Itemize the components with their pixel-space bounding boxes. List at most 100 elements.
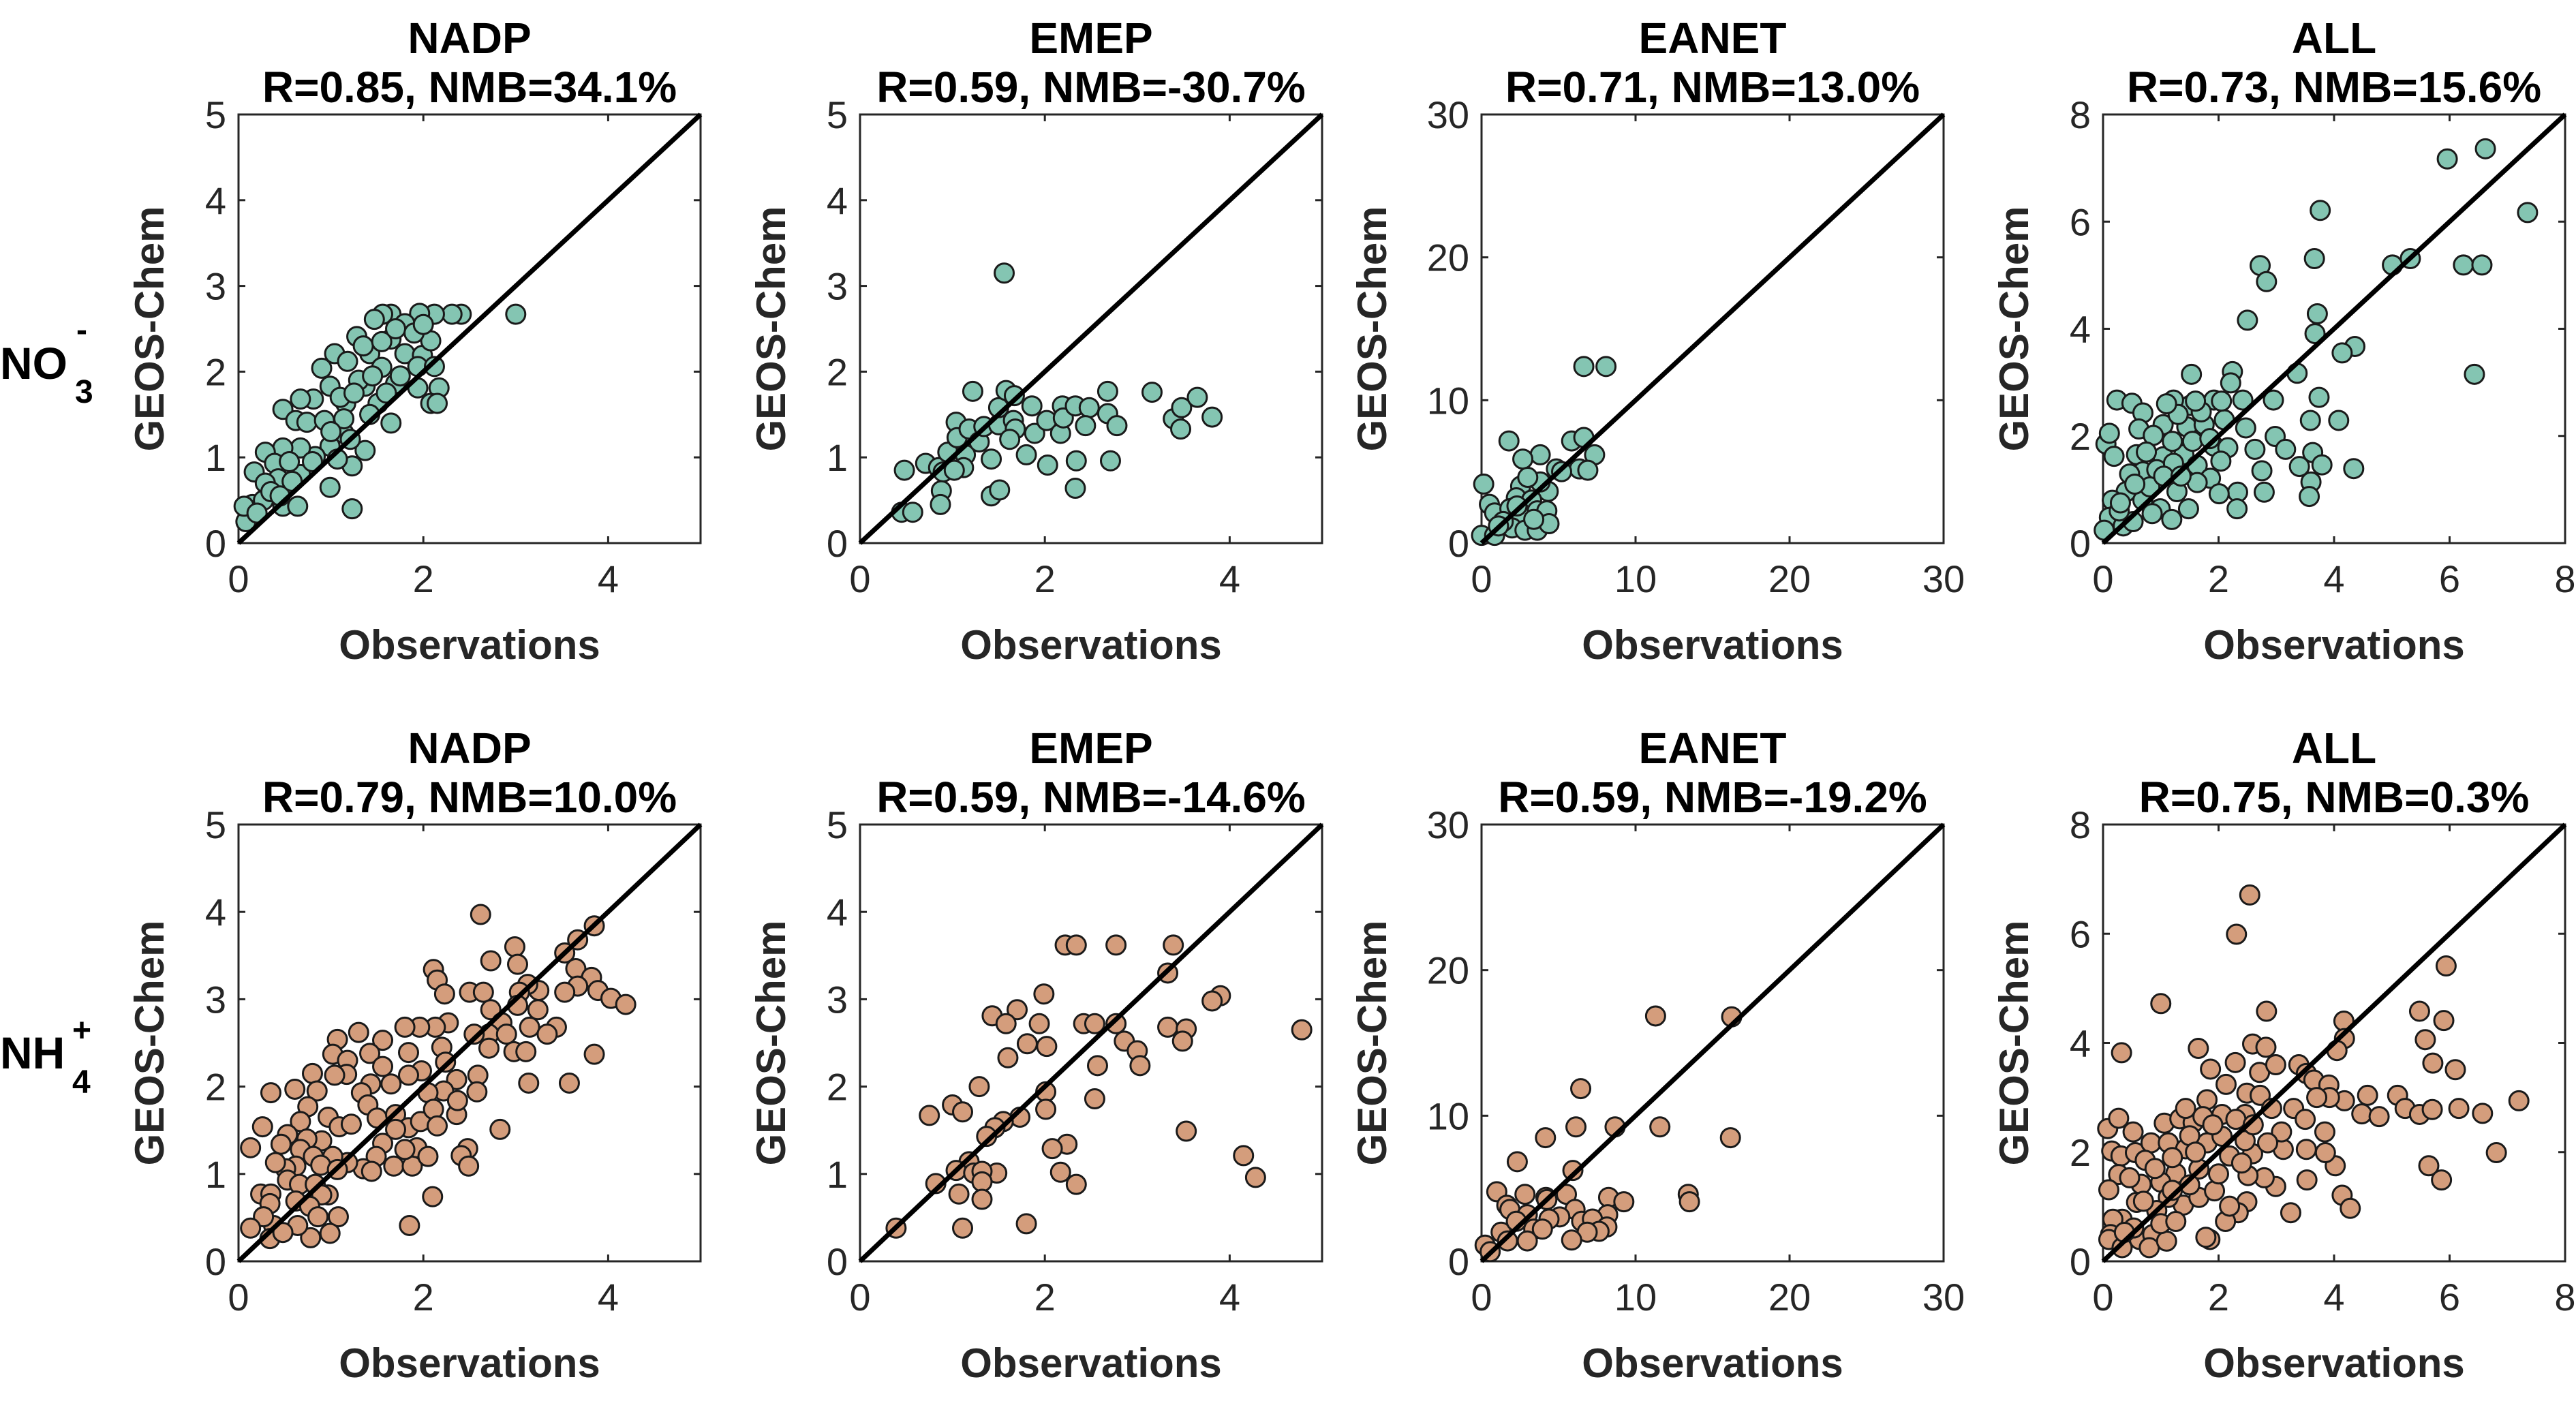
panel-stats: R=0.73, NMB=15.6%	[2127, 63, 2541, 112]
scatter-point	[2210, 450, 2232, 472]
scatter-point	[2138, 1237, 2160, 1259]
scatter-point	[1512, 448, 1534, 470]
scatter-point	[279, 450, 301, 472]
scatter-point	[246, 502, 268, 524]
scatter-point	[515, 1041, 537, 1062]
scatter-point	[902, 502, 923, 523]
x-tick-label: 8	[2554, 1276, 2575, 1319]
scatter-point	[1244, 1167, 1266, 1188]
row-label-main: NO	[0, 338, 67, 388]
scatter-point	[427, 392, 448, 414]
x-tick-label: 4	[2323, 1276, 2344, 1319]
scatter-point	[1565, 1116, 1587, 1138]
scatter-point	[1561, 1229, 1582, 1251]
scatter-point	[2256, 271, 2278, 292]
scatter-point	[1097, 380, 1118, 402]
y-tick-label: 0	[205, 522, 226, 565]
scatter-point	[2299, 486, 2320, 508]
row-label-superscript: -	[76, 312, 87, 348]
scatter-point	[2288, 456, 2310, 478]
scatter-point	[343, 382, 365, 404]
scatter-point	[2185, 390, 2207, 412]
scatter-point	[319, 476, 341, 498]
scatter-point	[1163, 934, 1184, 956]
scatter-point	[463, 1023, 485, 1045]
scatter-point	[290, 388, 311, 410]
panel-stats: R=0.59, NMB=-30.7%	[876, 63, 1306, 112]
scatter-point	[2230, 1152, 2252, 1174]
scatter-point	[615, 994, 637, 1015]
x-axis-label: Observations	[2203, 1340, 2464, 1386]
scatter-point	[2414, 1029, 2436, 1051]
scatter-point	[2200, 1058, 2222, 1080]
scatter-point	[287, 495, 309, 517]
x-axis-label: Observations	[339, 1340, 600, 1386]
scatter-point	[2431, 1169, 2453, 1191]
x-tick-label: 0	[2092, 1276, 2113, 1319]
scatter-point	[375, 382, 397, 404]
scatter-point	[2224, 1051, 2246, 1073]
y-tick-label: 3	[827, 265, 848, 308]
x-tick-label: 4	[2323, 557, 2344, 600]
scatter-point	[2444, 1059, 2466, 1081]
scatter-point	[504, 936, 525, 957]
scatter-point	[2453, 254, 2474, 276]
x-tick-label: 0	[1471, 1276, 1492, 1319]
x-tick-label: 0	[228, 1276, 249, 1319]
scatter-point	[554, 981, 576, 1003]
scatter-point	[1201, 406, 1223, 428]
scatter-point	[2188, 1038, 2209, 1060]
x-tick-label: 2	[1034, 1276, 1056, 1319]
scatter-points	[885, 934, 1313, 1239]
scatter-point	[301, 450, 323, 472]
panel-title: ALL	[2292, 14, 2376, 63]
y-tick-label: 1	[205, 1153, 226, 1196]
scatter-point	[1016, 1033, 1038, 1055]
scatter-point	[2328, 410, 2350, 431]
scatter-point	[1570, 1078, 1592, 1100]
y-tick-label: 3	[205, 978, 226, 1021]
x-tick-label: 2	[1034, 557, 1056, 600]
scatter-point	[2111, 1042, 2132, 1064]
scatter-point	[2357, 1084, 2378, 1106]
row-label-nh4: NH 4 +	[0, 1013, 91, 1100]
y-tick-label: 5	[827, 803, 848, 846]
scatter-point	[2436, 148, 2458, 170]
y-tick-label: 4	[205, 179, 226, 222]
scatter-point	[2271, 1121, 2293, 1143]
scatter-point	[362, 365, 384, 387]
scatter-point	[2251, 460, 2273, 482]
y-tick-label: 30	[1427, 93, 1469, 136]
y-axis-label: GEOS-Chem	[1991, 206, 2037, 451]
scatter-point	[1498, 430, 1520, 452]
row-label-no3: NO 3 -	[0, 312, 93, 410]
scatter-point	[1105, 934, 1127, 956]
panel-title: ALL	[2292, 724, 2376, 773]
scatter-point	[2257, 1132, 2279, 1154]
panel-title: EMEP	[1029, 724, 1152, 773]
scatter-points	[233, 303, 527, 533]
x-axis-label: Observations	[2203, 622, 2464, 668]
scatter-point	[1516, 1230, 1538, 1252]
scatter-point	[380, 1073, 402, 1095]
one-to-one-line	[2101, 112, 2567, 545]
panel-stats: R=0.71, NMB=13.0%	[1505, 63, 1920, 112]
scatter-point	[398, 1064, 420, 1086]
y-tick-label: 0	[2070, 1240, 2091, 1283]
scatter-point	[2144, 1158, 2166, 1180]
scatter-point	[480, 950, 502, 972]
scatter-point	[2421, 1098, 2443, 1120]
scatter-point	[2418, 1155, 2440, 1177]
one-to-one-line	[1479, 112, 1946, 545]
scatter-point	[2108, 1107, 2130, 1129]
y-tick-label: 30	[1427, 803, 1469, 846]
x-axis-label: Observations	[960, 1340, 1221, 1386]
scatter-point	[2306, 1087, 2328, 1109]
x-tick-label: 6	[2439, 557, 2460, 600]
